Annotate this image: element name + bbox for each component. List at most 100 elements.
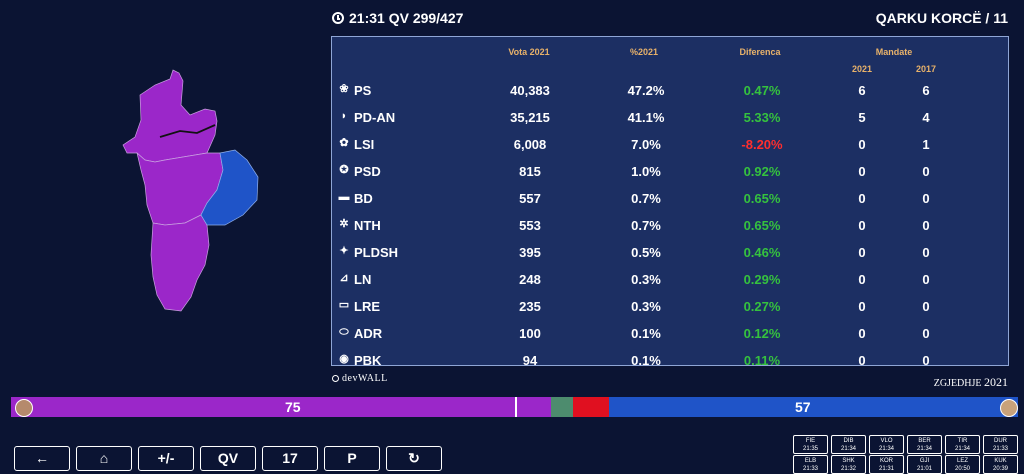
majority-line [515, 397, 517, 417]
table-row: ✦ PLDSH 395 0.5% 0.46% 0 0 [332, 241, 1008, 265]
region-code: LEZ [956, 458, 968, 464]
back-button[interactable]: ← [14, 446, 70, 471]
status-text: 21:31 QV 299/427 [349, 10, 464, 26]
region-tile-kuk[interactable]: KUK 20:39 [983, 455, 1018, 474]
party-logo-icon: ✿ [339, 137, 349, 149]
brand-devwall: devWALL [332, 373, 388, 384]
avatar-right-leader [1000, 399, 1018, 417]
col-seats-2017: 2017 [915, 64, 937, 74]
qv-button[interactable]: QV [200, 446, 256, 471]
party-logo-icon: ⊿ [339, 272, 349, 284]
region-time: 20:50 [954, 466, 970, 472]
party-seats-2021: 0 [858, 137, 866, 152]
seat-bar-red-segment [573, 397, 609, 417]
region-tile-dur[interactable]: DUR 21:33 [983, 435, 1018, 454]
region-code: TIR [957, 438, 968, 444]
table-row: ✪ PSD 815 1.0% 0.92% 0 0 [332, 160, 1008, 184]
number-17-button[interactable]: 17 [262, 446, 318, 471]
party-pct: 1.0% [631, 164, 661, 179]
col-diff: Diferenca [739, 47, 781, 57]
party-seats-2021: 0 [858, 245, 866, 260]
party-seats-2021: 0 [858, 218, 866, 233]
party-seats-2021: 6 [858, 83, 866, 98]
region-tile-gji[interactable]: GJI 21:01 [907, 455, 942, 474]
region-time: 20:39 [992, 466, 1008, 472]
brand-text: devWALL [342, 373, 388, 384]
party-logo-icon: ⬭ [339, 326, 349, 338]
party-seats-2017: 4 [922, 110, 930, 125]
region-tile-fie[interactable]: FIE 21:35 [793, 435, 828, 454]
region-tile-ber[interactable]: BER 21:34 [907, 435, 942, 454]
party-name: LSI [354, 137, 375, 152]
region-tile-dib[interactable]: DIB 21:34 [831, 435, 866, 454]
party-name: ADR [354, 326, 383, 341]
party-diff: 0.46% [743, 245, 781, 260]
map-district-east[interactable] [200, 149, 259, 226]
table-row: ◉ PBK 94 0.1% 0.11% 0 0 [332, 349, 1008, 373]
party-votes: 395 [519, 245, 541, 260]
map-district-south[interactable] [150, 214, 210, 312]
party-name: PSD [354, 164, 381, 179]
party-logo-icon: ▭ [338, 299, 350, 311]
party-seats-2021: 0 [858, 272, 866, 287]
party-name: NTH [354, 218, 381, 233]
plus-minus-button[interactable]: +/- [138, 446, 194, 471]
party-seats-2021: 0 [858, 191, 866, 206]
region-time: 21:34 [916, 446, 932, 452]
region-tile-lez[interactable]: LEZ 20:50 [945, 455, 980, 474]
party-votes: 248 [519, 272, 541, 287]
region-tile-tir[interactable]: TIR 21:34 [945, 435, 980, 454]
region-tile-vlo[interactable]: VLO 21:34 [869, 435, 904, 454]
p-button[interactable]: P [324, 446, 380, 471]
party-pct: 0.5% [631, 245, 661, 260]
region-code: SHK [842, 458, 855, 464]
party-seats-2017: 0 [922, 299, 930, 314]
party-diff: 0.29% [743, 272, 781, 287]
col-seats-2021: 2021 [851, 64, 873, 74]
region-time: 21:31 [878, 466, 894, 472]
party-diff: 5.33% [743, 110, 781, 125]
refresh-button[interactable]: ↻ [386, 446, 442, 471]
region-code: DIB [843, 438, 854, 444]
region-tile-kor[interactable]: KOR 21:31 [869, 455, 904, 474]
table-row: ▬ BD 557 0.7% 0.65% 0 0 [332, 187, 1008, 211]
region-tile-elb[interactable]: ELB 21:33 [793, 455, 828, 474]
region-tile-shk[interactable]: SHK 21:32 [831, 455, 866, 474]
seat-count-left: 75 [285, 399, 301, 415]
region-time: 21:35 [802, 446, 818, 452]
region-code: BER [918, 438, 931, 444]
table-row: ⬭ ADR 100 0.1% 0.12% 0 0 [332, 322, 1008, 346]
region-code: FIE [805, 438, 816, 444]
seat-bar-right-segment: 57 [609, 397, 1018, 417]
party-logo-icon: ◉ [339, 353, 349, 365]
party-pct: 0.3% [631, 299, 661, 314]
brand-word: ZGJEDHJE [933, 378, 982, 389]
party-votes: 6,008 [513, 137, 547, 152]
home-button[interactable]: ⌂ [76, 446, 132, 471]
party-seats-2017: 1 [922, 137, 930, 152]
party-pct: 0.1% [631, 326, 661, 341]
party-seats-2021: 0 [858, 299, 866, 314]
region-time: 21:33 [992, 446, 1008, 452]
party-pct: 0.7% [631, 191, 661, 206]
brand-logo-icon [332, 375, 339, 382]
party-logo-icon: ✲ [339, 218, 349, 230]
party-logo-icon: ✦ [339, 245, 349, 257]
party-logo-icon: ◗ [340, 110, 348, 122]
col-votes: Vota 2021 [508, 47, 550, 57]
seat-bar-green-segment [551, 397, 573, 417]
seat-bar: 75 57 [11, 397, 1018, 417]
map-district-north[interactable] [122, 69, 218, 163]
table-row: ◗ PD-AN 35,215 41.1% 5.33% 5 4 [332, 106, 1008, 130]
party-logo-icon: ▬ [338, 191, 350, 203]
party-pct: 0.1% [631, 353, 661, 368]
party-seats-2017: 0 [922, 245, 930, 260]
col-seats: Mandate [875, 47, 913, 57]
party-seats-2021: 0 [858, 164, 866, 179]
party-seats-2017: 0 [922, 218, 930, 233]
party-pct: 41.1% [627, 110, 665, 125]
party-votes: 553 [519, 218, 541, 233]
party-seats-2017: 0 [922, 164, 930, 179]
party-name: PS [354, 83, 372, 98]
party-diff: 0.27% [743, 299, 781, 314]
